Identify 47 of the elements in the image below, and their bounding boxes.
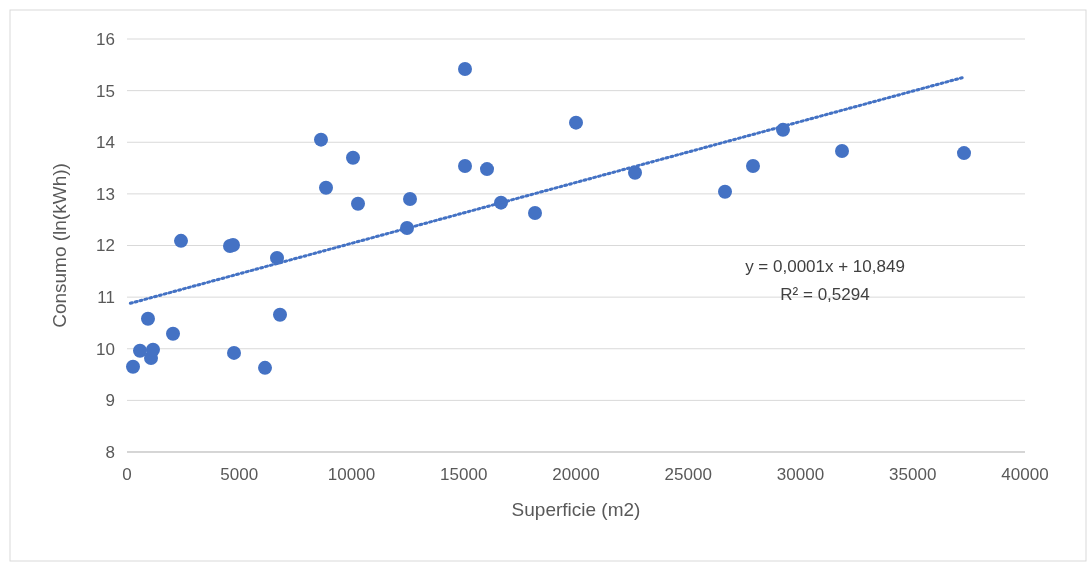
y-tick-label: 11 [97,288,115,308]
point [628,165,642,180]
point [458,61,473,76]
point [146,342,160,357]
x-tick-label: 10000 [327,465,376,484]
annotation: R² = 0,5294 [780,285,870,304]
y-tick-label: 12 [96,236,115,256]
point [313,132,328,147]
annotation: y = 0,0001x + 10,849 [745,257,905,276]
point [746,159,760,173]
y-tick-label: 15 [96,81,115,101]
point [480,162,495,177]
point [718,184,732,199]
x-axis-title: Superficie (m2) [511,499,641,520]
y-tick-label: 9 [105,391,115,411]
point [125,359,140,374]
point [273,307,287,322]
point [173,233,188,248]
point [569,115,583,130]
y-tick-label: 16 [96,29,115,49]
point [140,311,155,326]
x-tick-label: 35000 [889,465,937,484]
y-axis-title: Consumo (ln(kWh)) [49,163,70,328]
point [226,237,241,252]
point [351,196,366,211]
x-tick-label: 15000 [440,465,488,484]
point [346,150,360,165]
y-tick-label: 8 [105,442,115,462]
point [319,180,333,195]
point [528,205,543,220]
x-tick-label: 20000 [552,465,600,484]
y-tick-label: 10 [96,339,115,359]
x-tick-label: 30000 [776,465,825,484]
x-tick-label: 25000 [664,465,712,484]
point [166,326,180,341]
point [227,345,241,360]
point [458,159,473,173]
point [835,144,850,159]
x-tick-label: 40000 [1001,465,1049,484]
y-tick-label: 14 [96,133,115,153]
x-tick-label: 5000 [220,465,259,484]
point [258,360,272,375]
point [133,343,147,358]
point [403,192,418,207]
x-tick-label: 0 [122,465,132,484]
y-tick-label: 13 [96,184,115,204]
point [957,146,971,161]
